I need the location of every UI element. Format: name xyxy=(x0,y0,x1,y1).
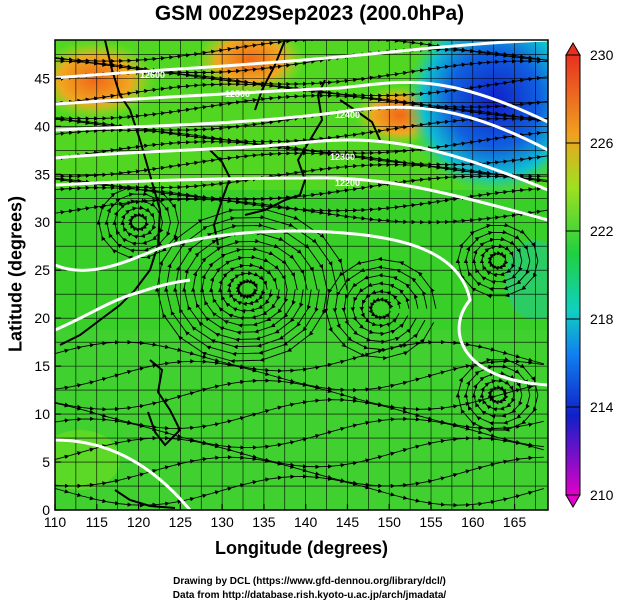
y-tick-label: 15 xyxy=(34,358,50,374)
colorbar-label: 222 xyxy=(590,223,614,239)
y-tick-label: 30 xyxy=(34,214,50,230)
x-tick-label: 115 xyxy=(86,514,109,530)
contour-label: 12600 xyxy=(140,70,165,80)
contour-labels: 12600 12500 12400 12300 12200 xyxy=(140,70,360,188)
map-title: GSM 00Z29Sep2023 (200.0hPa) xyxy=(154,2,465,25)
x-tick-label: 150 xyxy=(378,514,402,530)
height-contours xyxy=(55,40,548,510)
x-tick-label: 135 xyxy=(252,514,276,530)
contour-label: 12400 xyxy=(335,110,360,120)
x-tick-label: 155 xyxy=(419,514,443,530)
colorbar-label: 210 xyxy=(590,487,614,503)
x-tick-label: 145 xyxy=(336,514,360,530)
colorbar-label: 230 xyxy=(590,47,614,63)
contour-label: 12500 xyxy=(225,89,250,99)
colorbar-label: 214 xyxy=(590,399,614,415)
streamline xyxy=(455,357,539,433)
colorbar-label: 226 xyxy=(590,135,614,151)
y-tick-label: 0 xyxy=(42,502,50,518)
colorbar-label: 218 xyxy=(590,311,614,327)
streamline xyxy=(96,184,180,261)
x-tick-label: 130 xyxy=(210,514,234,530)
streamline xyxy=(455,222,539,299)
y-tick-label: 20 xyxy=(34,310,50,326)
y-tick-label: 25 xyxy=(34,262,50,278)
colorbar: 230 226 222 218 214 210 xyxy=(565,42,614,508)
credit-data: Data from http://database.rish.kyoto-u.a… xyxy=(172,590,447,601)
y-tick-label: 45 xyxy=(34,70,50,86)
x-axis-label: Longitude (degrees) xyxy=(214,538,388,558)
wind-streamlines xyxy=(55,40,548,508)
contour-label: 12300 xyxy=(330,152,355,162)
x-axis: 110 115 120 125 130 135 140 145 150 155 160 165 xyxy=(44,504,527,530)
x-tick-label: 165 xyxy=(503,514,527,530)
y-tick-label: 5 xyxy=(42,454,50,470)
contour-label: 12200 xyxy=(335,178,360,188)
y-tick-label: 35 xyxy=(34,166,50,182)
x-tick-label: 160 xyxy=(461,514,485,530)
x-tick-label: 140 xyxy=(294,514,318,530)
y-tick-label: 40 xyxy=(34,118,50,134)
colorbar-body xyxy=(565,54,581,496)
y-tick-label: 10 xyxy=(34,406,50,422)
x-tick-label: 125 xyxy=(169,514,193,530)
x-tick-label: 120 xyxy=(127,514,151,530)
credit-drawing: Drawing by DCL (https://www.gfd-dennou.o… xyxy=(173,576,446,587)
colorbar-bottom-arrow xyxy=(565,494,581,508)
plot-frame xyxy=(54,39,549,511)
y-axis: 0 5 10 15 20 25 30 35 40 45 xyxy=(34,70,61,518)
x-tick-label: 110 xyxy=(44,514,67,530)
colorbar-top-arrow xyxy=(565,42,581,56)
streamline xyxy=(55,474,544,508)
coastlines xyxy=(59,40,381,509)
y-axis-label: Latitude (degrees) xyxy=(5,195,26,353)
